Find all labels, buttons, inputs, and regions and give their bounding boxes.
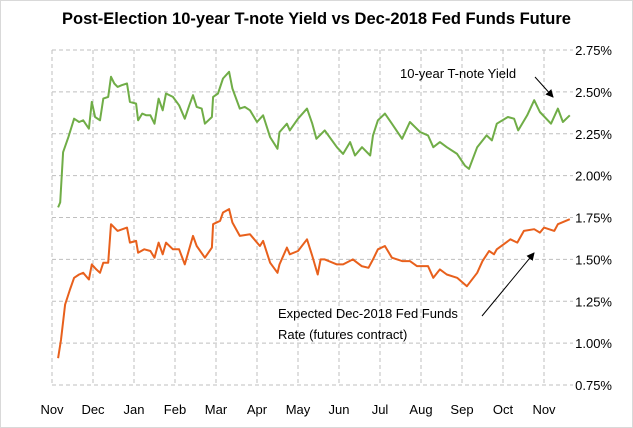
y-tick-label: 0.75%: [575, 378, 612, 393]
x-tick-label: Mar: [205, 402, 228, 417]
x-tick-label: Feb: [164, 402, 186, 417]
annotation-fedfunds-arrow: [481, 252, 535, 317]
x-tick-label: Oct: [493, 402, 514, 417]
annotation-fedfunds-label-line1: Expected Dec-2018 Fed Funds: [278, 306, 458, 321]
y-tick-label: 1.25%: [575, 294, 612, 309]
y-tick-label: 2.25%: [575, 127, 612, 142]
y-tick-label: 1.75%: [575, 211, 612, 226]
y-tick-label: 2.75%: [575, 43, 612, 58]
x-tick-label: Jun: [329, 402, 350, 417]
y-tick-label: 2.00%: [575, 169, 612, 184]
y-tick-label: 1.00%: [575, 336, 612, 351]
x-tick-label: Nov: [40, 402, 64, 417]
annotation-fedfunds-label-line2: Rate (futures contract): [278, 327, 407, 342]
x-tick-label: May: [286, 402, 311, 417]
x-tick-label: Jan: [124, 402, 145, 417]
series-line-fed-funds-future: [57, 208, 571, 359]
x-tick-label: Jul: [372, 402, 389, 417]
series-line-tnote-yield: [57, 70, 571, 208]
x-tick-label: Sep: [450, 402, 473, 417]
chart-title: Post-Election 10-year T-note Yield vs De…: [62, 10, 571, 28]
annotation-tnote-label: 10-year T-note Yield: [400, 66, 516, 81]
annotation-tnote-arrow: [534, 76, 554, 98]
y-tick-label: 2.50%: [575, 85, 612, 100]
x-tick-label: Nov: [532, 402, 556, 417]
x-tick-label: Dec: [81, 402, 105, 417]
x-tick-label: Aug: [409, 402, 432, 417]
x-tick-label: Apr: [247, 402, 268, 417]
y-tick-label: 1.50%: [575, 252, 612, 267]
